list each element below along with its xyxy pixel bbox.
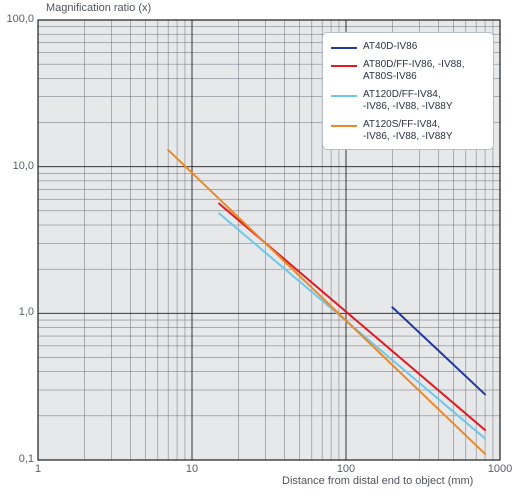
y-tick: 10,0	[0, 160, 34, 172]
legend: AT40D-IV86 AT80D/FF-IV86, -IV88, AT80S-IV…	[322, 32, 494, 150]
y-tick: 1,0	[0, 306, 34, 318]
x-tick: 10	[172, 463, 212, 475]
legend-label: AT80D/FF-IV86, -IV88, AT80S-IV86	[363, 59, 465, 83]
legend-label: AT120D/FF-IV84, -IV86, -IV88, -IV88Y	[363, 89, 453, 113]
legend-label: AT120S/FF-IV84, -IV86, -IV88, -IV88Y	[363, 119, 453, 143]
x-tick: 100	[326, 463, 366, 475]
legend-item-at80: AT80D/FF-IV86, -IV88, AT80S-IV86	[331, 59, 485, 83]
legend-item-at40d: AT40D-IV86	[331, 41, 485, 53]
legend-item-at120d: AT120D/FF-IV84, -IV86, -IV88, -IV88Y	[331, 89, 485, 113]
legend-swatch	[331, 65, 357, 67]
y-tick: 100,0	[0, 13, 34, 25]
legend-item-at120s: AT120S/FF-IV84, -IV86, -IV88, -IV88Y	[331, 119, 485, 143]
legend-swatch	[331, 47, 357, 49]
legend-label: AT40D-IV86	[363, 41, 417, 53]
legend-swatch	[331, 95, 357, 97]
x-tick: 1	[18, 463, 58, 475]
legend-swatch	[331, 125, 357, 127]
x-tick: 1000	[480, 463, 520, 475]
